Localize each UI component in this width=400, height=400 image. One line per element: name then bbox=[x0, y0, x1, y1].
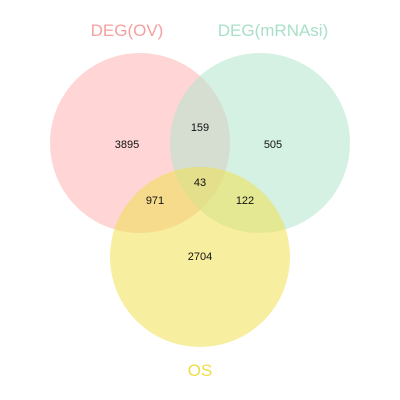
count-all-three-overlap: 43 bbox=[194, 177, 206, 189]
count-os-only: 2704 bbox=[188, 251, 212, 263]
count-deg-mrnasi-only: 505 bbox=[264, 139, 282, 151]
set-label-deg-mrnasi: DEG(mRNAsi) bbox=[218, 21, 329, 40]
circle-os bbox=[110, 167, 290, 347]
count-deg-ov-only: 3895 bbox=[115, 139, 139, 151]
set-label-os: OS bbox=[188, 361, 213, 380]
count-mrnasi-os-overlap: 122 bbox=[236, 195, 254, 207]
count-ov-mrnasi-overlap: 159 bbox=[191, 122, 209, 134]
count-ov-os-overlap: 971 bbox=[146, 195, 164, 207]
set-label-deg-ov: DEG(OV) bbox=[91, 21, 164, 40]
